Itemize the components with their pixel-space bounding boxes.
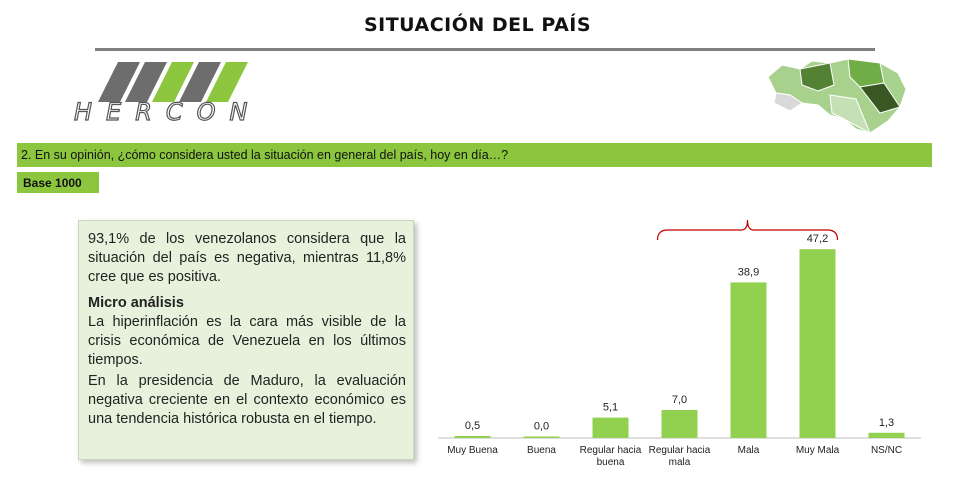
base-label: Base 1000 [23, 176, 82, 190]
venezuela-map-icon [767, 58, 907, 135]
category-label: Buena [527, 445, 556, 456]
bar-value-label: 5,1 [603, 402, 618, 414]
category-label: Regular hacia [580, 445, 642, 456]
bar-value-label: 47,2 [807, 233, 828, 245]
note-para-2: En la presidencia de Maduro, la evaluaci… [88, 373, 406, 427]
category-label: mala [669, 457, 691, 468]
category-label: Regular hacia [649, 445, 711, 456]
note-summary: 93,1% de los venezolanos considera que l… [88, 231, 406, 285]
bar [661, 410, 698, 438]
category-label: NS/NC [871, 445, 902, 456]
title-divider [95, 48, 875, 51]
note-heading: Micro análisis [88, 295, 184, 311]
logo-stripes [98, 62, 248, 102]
note-para-1: La hiperinflación es la cara más visible… [88, 314, 406, 368]
category-label: Muy Mala [796, 445, 840, 456]
base-badge: Base 1000 [17, 172, 99, 193]
bar [730, 282, 767, 438]
logo-text: HERCON [74, 98, 262, 126]
question-bar: 2. En su opinión, ¿cómo considera usted … [17, 143, 932, 167]
category-label: Mala [738, 445, 760, 456]
bar-value-label: 1,3 [879, 417, 894, 429]
bar [523, 436, 560, 438]
bar [592, 417, 629, 438]
category-label: Muy Buena [447, 445, 498, 456]
analysis-note: 93,1% de los venezolanos considera que l… [78, 220, 414, 460]
negative-bracket [656, 219, 839, 241]
page-title: SITUACIÓN DEL PAÍS [363, 14, 592, 36]
hercon-logo: HERCON [73, 62, 262, 127]
question-text: 2. En su opinión, ¿cómo considera usted … [21, 148, 509, 162]
category-label: buena [597, 457, 625, 468]
bar [799, 249, 836, 438]
bar [868, 432, 905, 438]
bar-value-label: 0,0 [534, 421, 549, 433]
bar-value-label: 38,9 [738, 266, 759, 278]
bar-value-label: 0,5 [465, 420, 480, 432]
bar-value-label: 7,0 [672, 394, 687, 406]
bar [454, 436, 491, 438]
